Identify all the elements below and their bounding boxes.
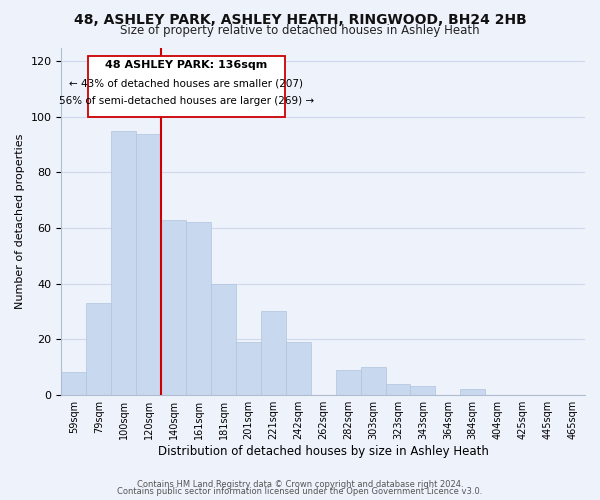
Bar — [236, 342, 261, 394]
Bar — [335, 370, 361, 394]
Text: Size of property relative to detached houses in Ashley Heath: Size of property relative to detached ho… — [120, 24, 480, 37]
Bar — [111, 131, 136, 394]
Bar — [161, 220, 186, 394]
Bar — [410, 386, 436, 394]
Bar — [211, 284, 236, 395]
Text: 56% of semi-detached houses are larger (269) →: 56% of semi-detached houses are larger (… — [59, 96, 314, 106]
Text: 48, ASHLEY PARK, ASHLEY HEATH, RINGWOOD, BH24 2HB: 48, ASHLEY PARK, ASHLEY HEATH, RINGWOOD,… — [74, 12, 526, 26]
Text: ← 43% of detached houses are smaller (207): ← 43% of detached houses are smaller (20… — [69, 78, 303, 88]
Bar — [86, 303, 111, 394]
Y-axis label: Number of detached properties: Number of detached properties — [15, 134, 25, 309]
Text: Contains public sector information licensed under the Open Government Licence v3: Contains public sector information licen… — [118, 487, 482, 496]
Bar — [261, 312, 286, 394]
Bar — [61, 372, 86, 394]
Bar — [286, 342, 311, 394]
Text: Contains HM Land Registry data © Crown copyright and database right 2024.: Contains HM Land Registry data © Crown c… — [137, 480, 463, 489]
Bar — [386, 384, 410, 394]
FancyBboxPatch shape — [88, 56, 284, 117]
Bar — [136, 134, 161, 394]
X-axis label: Distribution of detached houses by size in Ashley Heath: Distribution of detached houses by size … — [158, 444, 488, 458]
Bar — [361, 367, 386, 394]
Text: 48 ASHLEY PARK: 136sqm: 48 ASHLEY PARK: 136sqm — [105, 60, 267, 70]
Bar — [460, 389, 485, 394]
Bar — [186, 222, 211, 394]
